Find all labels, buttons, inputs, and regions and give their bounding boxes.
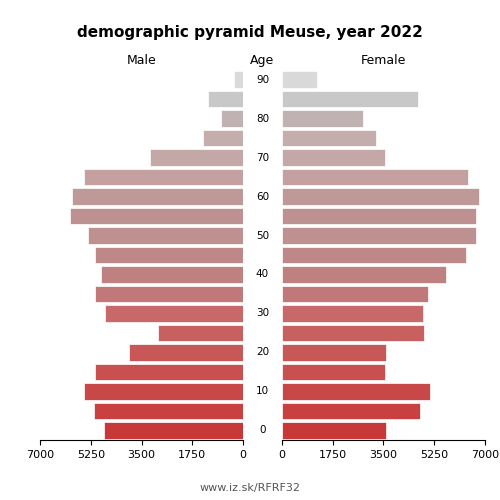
Bar — [282, 246, 466, 264]
Bar — [220, 110, 243, 127]
Bar — [282, 188, 479, 205]
Text: 0: 0 — [259, 426, 266, 436]
Text: demographic pyramid Meuse, year 2022: demographic pyramid Meuse, year 2022 — [77, 25, 423, 40]
Text: 20: 20 — [256, 348, 269, 358]
Bar — [282, 130, 376, 146]
Title: Female: Female — [360, 54, 406, 68]
Text: 60: 60 — [256, 192, 269, 202]
Title: Male: Male — [126, 54, 156, 68]
Bar — [282, 402, 420, 419]
Bar — [208, 91, 243, 108]
Bar — [128, 344, 243, 360]
Bar — [203, 130, 243, 146]
Bar — [106, 305, 243, 322]
Bar — [95, 246, 243, 264]
Bar — [101, 266, 243, 283]
Bar — [150, 150, 243, 166]
Bar — [282, 208, 476, 224]
Bar — [282, 91, 418, 108]
Bar — [282, 266, 446, 283]
Bar — [94, 402, 243, 419]
Bar — [70, 208, 243, 224]
Text: 30: 30 — [256, 308, 269, 318]
Bar — [84, 169, 243, 186]
Bar — [282, 364, 385, 380]
Bar — [234, 72, 243, 88]
Text: 50: 50 — [256, 230, 269, 240]
Text: 40: 40 — [256, 270, 269, 280]
Bar — [282, 383, 430, 400]
Text: 90: 90 — [256, 74, 269, 85]
Text: 10: 10 — [256, 386, 269, 396]
Text: www.iz.sk/RFRF32: www.iz.sk/RFRF32 — [200, 482, 300, 492]
Bar — [282, 422, 387, 438]
Bar — [104, 422, 243, 438]
Bar — [282, 344, 387, 360]
Bar — [282, 169, 468, 186]
Title: Age: Age — [250, 54, 274, 68]
Bar — [282, 228, 476, 244]
Bar — [282, 286, 428, 302]
Bar — [282, 324, 424, 341]
Text: 70: 70 — [256, 152, 269, 162]
Bar — [88, 228, 243, 244]
Bar — [282, 72, 316, 88]
Bar — [282, 110, 363, 127]
Bar — [84, 383, 243, 400]
Bar — [158, 324, 243, 341]
Bar — [95, 364, 243, 380]
Text: 80: 80 — [256, 114, 269, 124]
Bar — [72, 188, 243, 205]
Bar — [95, 286, 243, 302]
Bar — [282, 150, 385, 166]
Bar — [282, 305, 422, 322]
